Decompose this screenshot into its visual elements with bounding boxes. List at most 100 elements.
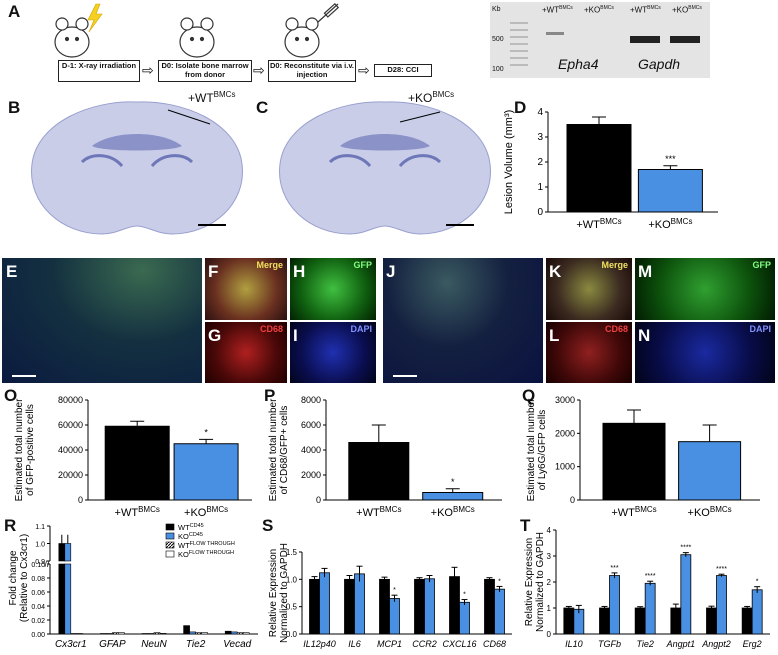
bar	[230, 631, 238, 635]
micrograph-j	[383, 258, 543, 383]
x-tick-label: Cx3cr1	[55, 639, 87, 650]
bar	[354, 573, 365, 635]
bar	[195, 632, 202, 635]
x-tick-label: +WTBMCs	[576, 217, 621, 231]
significance-mark: ***	[610, 565, 618, 572]
brain-section-ko	[279, 101, 491, 235]
y-tick-label: 6000	[301, 420, 321, 430]
x-tick-label: IL10	[565, 639, 583, 649]
y-tick-label: 0.06	[31, 590, 45, 597]
micro-label-i: DAPI	[350, 324, 372, 334]
y-axis-label: Estimated total numberof GFP-positive ce…	[14, 398, 36, 501]
bar	[153, 632, 161, 635]
bar	[183, 625, 190, 635]
bar	[147, 633, 155, 635]
micrograph-f: Merge	[205, 258, 287, 320]
y-tick-label: 0.9	[35, 559, 45, 566]
legend-swatch	[165, 541, 175, 549]
bar	[422, 492, 484, 501]
y-tick-label: 0.08	[31, 576, 45, 583]
legend-label: WTCD45	[178, 523, 204, 532]
bar	[389, 598, 400, 635]
panel-label-s: S	[262, 516, 274, 535]
micro-label-f: Merge	[256, 260, 283, 270]
y-axis-label: Relative ExpressionNormalized to GAPDH	[268, 543, 290, 643]
y-tick-label: 1.1	[35, 524, 45, 531]
step-isolate: D0: Isolate bone marrow from donor	[158, 60, 252, 82]
arrow-icon: ⇨	[358, 62, 370, 78]
bar	[173, 443, 239, 501]
legend-swatch	[165, 550, 175, 558]
y-tick-label: 60000	[58, 420, 83, 430]
significance-mark: *	[498, 578, 501, 585]
x-tick-label: +WTBMCs	[115, 505, 160, 519]
panel-label-j: J	[386, 262, 396, 281]
bar	[414, 578, 425, 635]
section-label-wt: +WTBMCs	[188, 90, 236, 105]
x-tick-label: Tie2	[186, 639, 206, 650]
bar	[242, 632, 250, 635]
bar	[741, 607, 753, 635]
gel-image: Kb 500 100 +WTBMCs +KOBMCs +WTBMCs +KOBM…	[490, 2, 710, 78]
mouse-icon	[179, 17, 215, 58]
gel-marker-100: 100	[492, 66, 504, 73]
gel-lane-ko: +KOBMCs	[672, 5, 702, 15]
bar	[141, 633, 149, 635]
bar	[76, 633, 84, 635]
gel-marker-500: 500	[492, 36, 504, 43]
legend-swatch	[165, 523, 175, 531]
micrograph-k: Merge	[546, 258, 632, 320]
chart-o: 0 20000 40000 60000 80000 +WTBMCs * +KOBMCs Esti…	[14, 395, 252, 519]
y-tick-label: 2000	[555, 428, 575, 438]
micrograph-h: GFP	[290, 258, 376, 320]
micro-label-g: CD68	[259, 324, 283, 334]
step-irradiation: D-1: X-ray irradiation	[58, 60, 140, 82]
legend-label: KOFLOW THROUGH	[178, 550, 234, 559]
x-tick-label: +KOBMCs	[431, 505, 475, 519]
bar	[104, 425, 170, 501]
y-tick-label: 1.0	[286, 575, 298, 584]
bar	[201, 632, 208, 635]
y-tick-label: 0.02	[31, 618, 45, 625]
micrograph-m: GFP	[635, 258, 775, 320]
significance-mark: ***	[665, 154, 676, 164]
section-label-ko: +KOBMCs	[408, 90, 455, 105]
y-tick-label: 0	[78, 495, 83, 505]
panel-label-g: G	[208, 326, 222, 345]
bar	[459, 601, 470, 635]
y-tick-label: 20000	[58, 470, 83, 480]
brain-section-wt	[31, 101, 243, 235]
y-tick-label: 4	[537, 107, 543, 118]
chart-r: //0.100.080.060.040.020.001.11.00.9Cx3cr…	[8, 523, 258, 650]
y-axis-label: Estimated total numberof Ly6G/GFP cells	[526, 398, 548, 501]
panel-label-a: A	[8, 2, 21, 21]
bar	[609, 575, 620, 635]
y-tick-label: 40000	[58, 445, 83, 455]
mouse-icon	[54, 17, 90, 58]
x-tick-label: +WTBMCs	[356, 505, 401, 519]
panel-label-b: B	[8, 98, 21, 117]
bar	[716, 575, 727, 635]
bar	[118, 632, 125, 635]
y-axis-label: Lesion Volume (mm³)	[503, 110, 515, 215]
micrograph-i: DAPI	[290, 322, 376, 383]
y-tick-label: 1	[537, 182, 543, 193]
gel-lane-wt: +WTBMCs	[630, 5, 661, 15]
panel-label-k: K	[549, 262, 562, 281]
y-tick-label: 4000	[301, 445, 321, 455]
significance-mark: *	[393, 587, 396, 594]
panel-label-e: E	[6, 262, 18, 281]
micrograph-g: CD68	[205, 322, 287, 383]
bar	[566, 124, 632, 213]
panel-label-f: F	[208, 262, 219, 281]
y-tick-label: 1	[547, 604, 552, 613]
y-tick-label: 0	[316, 495, 321, 505]
scale-bar	[393, 375, 417, 377]
micro-label-h: GFP	[353, 260, 372, 270]
x-tick-label: Tie2	[636, 639, 653, 649]
x-tick-label: IL6	[348, 639, 361, 649]
bar	[670, 607, 682, 635]
gel-ladder	[510, 22, 528, 68]
y-axis-label: Estimated total numberof CD68/GFP+ cells	[268, 398, 290, 501]
significance-mark: ****	[716, 566, 727, 573]
